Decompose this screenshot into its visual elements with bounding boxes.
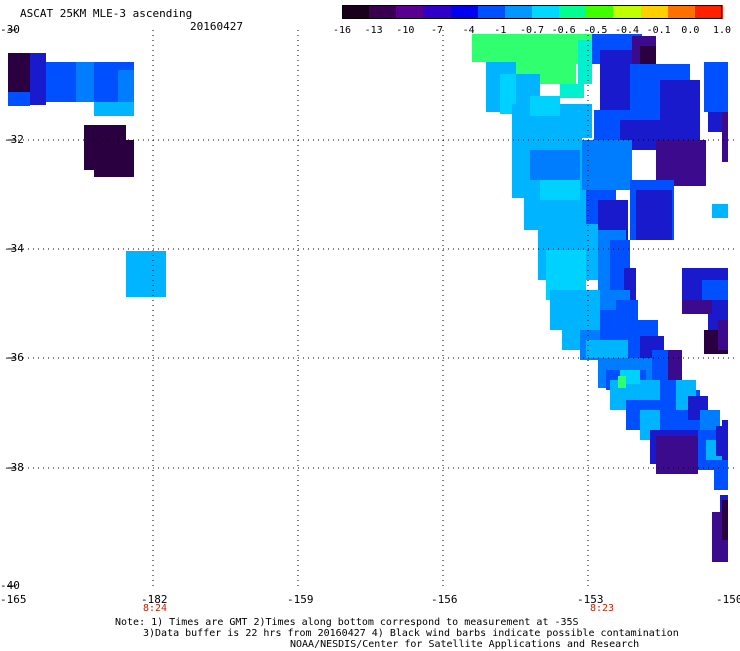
lon-label-182: -182	[141, 593, 168, 606]
mle-cell-dark	[722, 500, 728, 540]
mle-cell-blue	[714, 460, 728, 490]
colorbar-swatch	[369, 5, 397, 19]
mle-cell-mid	[582, 140, 632, 190]
lat-label-34: -34	[4, 242, 24, 255]
colorbar-swatch	[396, 5, 425, 19]
mle-cell-blue	[8, 92, 30, 106]
colorbar-swatch	[613, 5, 642, 19]
mle-cell-light	[126, 251, 166, 297]
colorbar-label: -16	[332, 25, 352, 36]
mle-cell-blue	[704, 62, 728, 112]
mle-cell-navy	[636, 190, 672, 240]
colorbar-swatch	[504, 5, 533, 19]
mle-cell-mid	[530, 150, 580, 180]
mle-cell-light	[712, 204, 728, 218]
colorbar-label: -1	[494, 25, 507, 36]
colorbar-label: 0.0	[681, 25, 700, 36]
mle-cell-purple	[718, 320, 728, 350]
colorbar-swatch	[559, 5, 587, 19]
lon-label-150: -150	[716, 593, 740, 606]
lon-label-159: -159	[287, 593, 314, 606]
map-title: ASCAT 25KM MLE-3 ascending	[20, 7, 193, 20]
mle-cell-light	[94, 102, 134, 116]
mle-cell-purple	[682, 300, 712, 314]
colorbar-swatch	[532, 5, 560, 19]
time-label-left: 8:24	[143, 603, 168, 614]
lon-label-156: -156	[431, 593, 458, 606]
colorbar-swatch	[586, 5, 615, 19]
colorbar-label: -0.5	[583, 25, 608, 36]
mle-cell-purple	[722, 112, 728, 162]
mle-cell-cyan	[530, 96, 560, 116]
colorbar-swatch	[667, 5, 696, 19]
grid-lines	[8, 30, 735, 590]
lon-label-165: -165	[0, 593, 27, 606]
mle-cell-green	[618, 376, 626, 388]
lon-label-153: -153	[577, 593, 604, 606]
colorbar-frame	[342, 5, 722, 19]
colorbar-label: -0.1	[646, 25, 671, 36]
mle-cell-purple	[668, 350, 682, 380]
lat-label-36: -36	[4, 351, 24, 364]
mle-cell-green	[540, 64, 576, 84]
colorbar-label: -0.6	[551, 25, 576, 36]
mle-cell-blue	[702, 280, 728, 300]
lat-label-32: -32	[4, 133, 24, 146]
colorbar-label: -7	[430, 25, 444, 36]
mle-cell-cyan	[540, 180, 580, 200]
mle-cell-mid	[76, 62, 94, 102]
mle-cell-aqua	[560, 84, 584, 98]
mle-cell-navy	[722, 420, 728, 460]
colorbar-label: -0.7	[519, 25, 545, 36]
mle-cell-dark	[94, 140, 134, 177]
colorbar-swatch	[423, 5, 452, 19]
mle-cell-blue	[46, 62, 76, 102]
lat-label-30: -30	[0, 23, 20, 36]
colorbar-swatch	[342, 5, 370, 19]
note-line-2: 3)Data buffer is 22 hrs from 20160427 4)…	[143, 628, 679, 639]
mle-cell-mid	[118, 70, 134, 102]
mle-swath	[8, 34, 728, 562]
colorbar-swatch	[477, 5, 506, 19]
map-date: 20160427	[190, 20, 243, 33]
colorbar-label: -13	[364, 25, 383, 36]
mle-cell-purple	[656, 140, 706, 186]
note-line-3: NOAA/NESDIS/Center for Satellite Applica…	[290, 639, 640, 650]
mle-cell-dark	[640, 46, 656, 64]
tick-marks	[8, 29, 16, 587]
mle-cell-aqua	[578, 40, 592, 84]
colorbar-label: -0.4	[614, 25, 640, 36]
colorbar-swatch	[694, 5, 723, 19]
colorbar-label: -10	[396, 25, 415, 36]
mle-cell-green	[472, 34, 492, 62]
mle-cell-navy	[30, 53, 46, 105]
colorbar-swatch	[450, 5, 479, 19]
note-line-1: Note: 1) Times are GMT 2)Times along bot…	[115, 617, 579, 628]
colorbar-label: 1.0	[712, 25, 732, 36]
colorbar-label: -4	[462, 25, 475, 36]
lat-label-40: -40	[0, 579, 20, 592]
colorbar-swatch	[640, 5, 669, 19]
mle-cell-purple	[656, 436, 698, 474]
lat-label-38: -38	[4, 461, 24, 474]
time-label-right: 8:23	[590, 603, 615, 614]
